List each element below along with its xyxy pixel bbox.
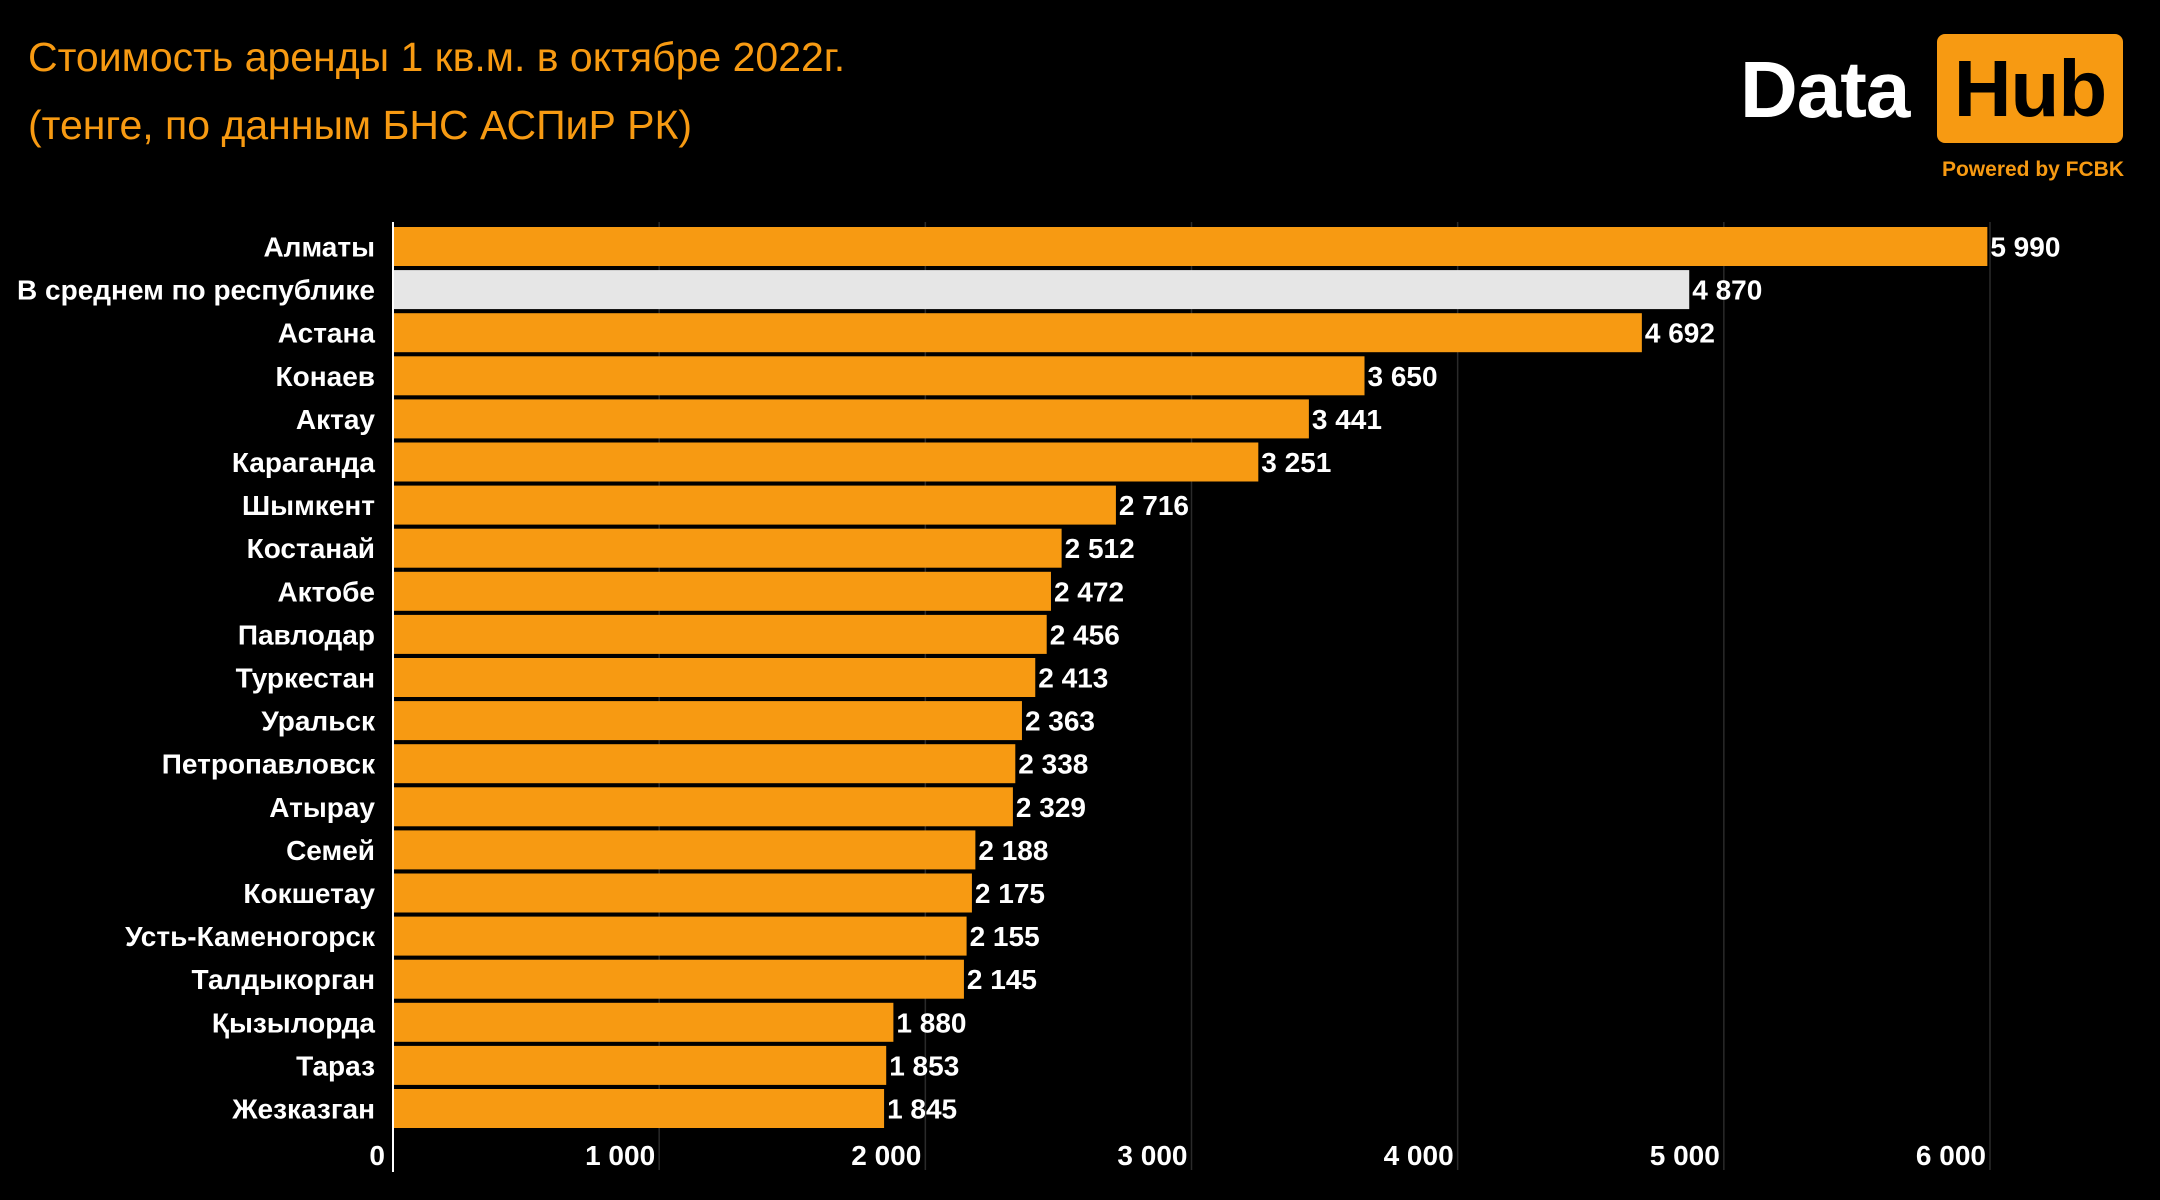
category-label: Семей — [286, 835, 375, 866]
value-label: 2 512 — [1065, 533, 1135, 564]
bar — [393, 744, 1016, 784]
value-label: 2 338 — [1018, 749, 1088, 780]
value-label: 2 175 — [975, 878, 1045, 909]
category-label: Кокшетау — [243, 878, 375, 909]
bar — [393, 399, 1309, 439]
bar — [393, 485, 1116, 525]
category-label: Атырау — [269, 792, 375, 823]
bar — [393, 270, 1690, 310]
category-label: Туркестан — [236, 663, 375, 694]
bar — [393, 658, 1036, 697]
powered-by-text: Powered by FCBK — [1941, 158, 2124, 181]
category-label: Астана — [278, 318, 376, 349]
value-label: 2 363 — [1025, 706, 1095, 737]
bar — [393, 830, 976, 870]
bar — [393, 1002, 894, 1042]
logo-hub-badge: Hub — [1937, 34, 2123, 143]
value-label: 1 880 — [896, 1007, 966, 1038]
category-label: Усть-Каменогорск — [125, 921, 376, 952]
category-label: В среднем по республике — [17, 275, 375, 306]
bar — [393, 227, 1988, 266]
value-label: 2 155 — [970, 921, 1040, 952]
category-label: Алматы — [263, 232, 375, 263]
chart-subtitle: (тенге, по данным БНС АСПиР РК) — [28, 102, 693, 148]
value-label: 1 845 — [887, 1094, 957, 1125]
bar — [393, 356, 1365, 396]
x-tick-label: 3 000 — [1117, 1140, 1187, 1171]
value-label: 2 413 — [1038, 663, 1108, 694]
logo-data-text: Data — [1740, 45, 1910, 134]
bar — [393, 313, 1642, 353]
category-label: Конаев — [276, 361, 375, 392]
bar — [393, 442, 1259, 482]
value-label: 2 472 — [1054, 576, 1124, 607]
category-label: Жезказган — [231, 1094, 375, 1125]
x-tick-label: 0 — [369, 1140, 385, 1171]
x-tick-label: 5 000 — [1650, 1140, 1720, 1171]
x-tick-label: 1 000 — [585, 1140, 655, 1171]
x-tick-label: 2 000 — [851, 1140, 921, 1171]
value-label: 3 650 — [1368, 361, 1438, 392]
bar — [393, 701, 1022, 741]
x-tick-label: 4 000 — [1384, 1140, 1454, 1171]
value-label: 3 441 — [1312, 404, 1382, 435]
value-label: 2 456 — [1050, 619, 1120, 650]
bar — [393, 873, 972, 913]
value-label: 2 188 — [978, 835, 1048, 866]
category-label: Шымкент — [242, 490, 375, 521]
value-label: 1 853 — [889, 1050, 959, 1081]
category-label: Актау — [296, 404, 376, 435]
category-label: Тараз — [296, 1050, 375, 1081]
category-label: Актобе — [277, 576, 375, 607]
x-tick-label: 6 000 — [1916, 1140, 1986, 1171]
value-label: 2 329 — [1016, 792, 1086, 823]
value-label: 2 145 — [967, 964, 1037, 995]
category-label: Костанай — [247, 533, 375, 564]
category-label: Караганда — [232, 447, 376, 478]
bar — [393, 1045, 887, 1085]
bar — [393, 571, 1051, 611]
value-label: 3 251 — [1261, 447, 1331, 478]
value-label: 2 716 — [1119, 490, 1189, 521]
bar — [393, 614, 1047, 654]
category-label: Уральск — [261, 706, 376, 737]
category-label: Петропавловск — [162, 749, 376, 780]
category-label: Павлодар — [238, 619, 375, 650]
value-label: 5 990 — [1990, 232, 2060, 263]
bar — [393, 916, 967, 956]
bar — [393, 1089, 885, 1128]
category-label: Талдыкорган — [192, 964, 375, 995]
bar — [393, 787, 1013, 827]
value-label: 4 692 — [1645, 318, 1715, 349]
bar — [393, 528, 1062, 568]
category-label: Қызылорда — [212, 1007, 376, 1038]
chart-title: Стоимость аренды 1 кв.м. в октябре 2022г… — [28, 34, 846, 80]
bar — [393, 959, 964, 999]
value-label: 4 870 — [1692, 275, 1762, 306]
